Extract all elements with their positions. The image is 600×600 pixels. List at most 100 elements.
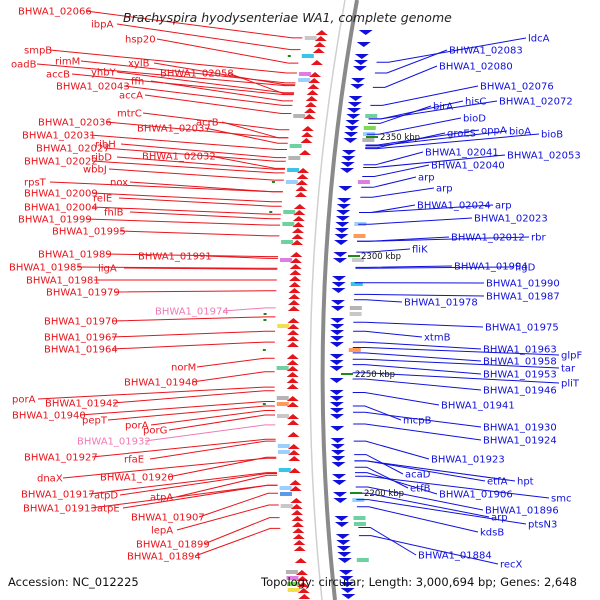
- gene-label-right: arp: [495, 201, 512, 212]
- reverse-gene-arrow: [315, 30, 328, 35]
- gene-label-right: BHWA1_01923: [431, 455, 505, 466]
- connector-line: [91, 160, 285, 174]
- reverse-gene-arrow: [310, 60, 323, 65]
- feature-block: [278, 450, 290, 454]
- feature-block: [349, 306, 362, 310]
- tick-mark: [271, 181, 275, 183]
- reverse-gene-arrow: [299, 150, 311, 155]
- connector-line: [352, 411, 482, 428]
- feature-block: [353, 516, 366, 520]
- feature-block: [299, 72, 312, 76]
- tick-mark: [269, 211, 273, 213]
- gene-label-left: BHWA1_02036: [38, 118, 112, 129]
- forward-gene-arrow: [329, 336, 344, 341]
- reverse-gene-arrow: [286, 384, 299, 389]
- reverse-gene-arrow: [289, 270, 302, 275]
- kbp-label: 2250 kbp: [355, 370, 395, 380]
- connector-line: [198, 492, 279, 518]
- connector-line: [368, 100, 498, 120]
- connector-line: [354, 299, 403, 303]
- connector-line: [353, 423, 482, 441]
- gene-label-left: ribD: [91, 153, 112, 164]
- gene-label-right: BHWA1_02076: [480, 82, 554, 93]
- feature-block: [363, 126, 376, 130]
- reverse-gene-arrow: [293, 204, 306, 209]
- tick-mark: [263, 313, 267, 315]
- connector-line: [352, 372, 560, 384]
- connector-line: [194, 527, 281, 557]
- gene-label-left: ribH: [95, 140, 116, 151]
- connector-line: [358, 535, 499, 565]
- feature-block: [276, 366, 289, 370]
- feature-block: [351, 258, 364, 262]
- connector-line: [91, 206, 281, 215]
- gene-label-left: rpsT: [24, 178, 47, 189]
- reverse-gene-arrow: [300, 138, 313, 143]
- gene-label-left: BHWA1_02032: [142, 152, 216, 163]
- connector-line: [366, 117, 462, 135]
- forward-gene-arrow: [339, 576, 354, 581]
- reverse-gene-arrow: [292, 534, 305, 539]
- forward-gene-arrow: [334, 516, 349, 521]
- gene-label-right: BHWA1_01906: [439, 490, 513, 501]
- connector-line: [103, 147, 286, 162]
- reverse-gene-arrow: [313, 42, 326, 47]
- connector-line: [85, 218, 281, 226]
- gene-label-right: BHWA1_02023: [474, 214, 548, 225]
- forward-gene-arrow: [333, 252, 348, 257]
- gene-label-left: atpE: [97, 504, 120, 515]
- connector-line: [352, 405, 402, 421]
- forward-gene-arrow: [341, 594, 356, 599]
- feature-block: [348, 348, 361, 352]
- forward-gene-arrow: [331, 462, 346, 467]
- connector-line: [129, 181, 283, 193]
- connector-line: [368, 105, 432, 124]
- connector-line: [142, 112, 290, 131]
- gene-label-right: bioA: [509, 127, 531, 138]
- gene-label-left: wbbJ: [83, 165, 107, 176]
- forward-gene-arrow: [347, 108, 362, 113]
- forward-gene-arrow: [334, 234, 349, 239]
- connector-line: [80, 60, 296, 84]
- gene-label-left: accA: [119, 91, 143, 102]
- feature-block: [279, 486, 292, 490]
- feature-block: [279, 492, 292, 496]
- gene-label-right: groES: [447, 129, 476, 140]
- connector-line: [356, 506, 479, 533]
- gene-label-left: mtrC: [117, 109, 142, 120]
- connector-line: [356, 248, 411, 253]
- gene-label-left: BHWA1_02004: [24, 203, 98, 214]
- reverse-gene-arrow: [290, 498, 303, 503]
- connector-line: [354, 472, 438, 495]
- reverse-gene-arrow: [287, 432, 300, 437]
- gene-label-right: BHWA1_02053: [507, 151, 581, 162]
- reverse-gene-arrow: [288, 300, 300, 305]
- reverse-gene-arrow: [314, 36, 327, 41]
- kbp-label: 2200 kbp: [364, 489, 404, 499]
- forward-gene-arrow: [330, 438, 345, 443]
- label-connectors: [36, 10, 560, 565]
- connector-line: [355, 486, 484, 511]
- forward-gene-arrow: [337, 198, 352, 203]
- connector-line: [79, 401, 275, 416]
- gene-label-left: BHWA1_01970: [44, 317, 118, 328]
- gene-label-left: BHWA1_01989: [38, 250, 112, 261]
- forward-gene-arrow: [329, 408, 344, 413]
- gene-label-right: hpt: [517, 477, 534, 488]
- gene-label-right: oppA: [481, 126, 507, 137]
- connector-line: [353, 330, 423, 338]
- reverse-gene-arrow: [286, 360, 299, 365]
- connector-line: [149, 440, 276, 460]
- reverse-gene-arrow: [292, 216, 305, 221]
- connector-line: [222, 307, 276, 312]
- connector-line: [108, 168, 284, 181]
- reverse-gene-arrow: [286, 354, 299, 359]
- forward-gene-arrow: [337, 558, 352, 563]
- forward-gene-arrow: [331, 456, 346, 461]
- gene-label-right: BHWA1_01963: [483, 345, 557, 356]
- right-gene-labels: ldcA BHWA1_02083 BHWA1_02080 BHWA1_02076his…: [403, 34, 582, 571]
- gene-label-left: hsp20: [125, 35, 156, 46]
- gene-label-left: smpB: [24, 46, 52, 57]
- connector-line: [196, 357, 275, 368]
- connector-line: [156, 38, 299, 64]
